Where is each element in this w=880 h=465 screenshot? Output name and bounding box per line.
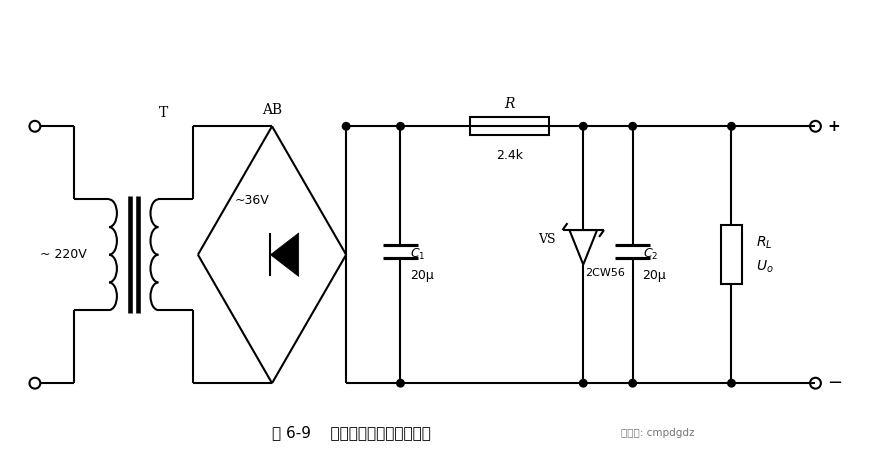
Text: +: + [827, 119, 840, 134]
Text: 图 6-9    并联型直流稳压电源电路: 图 6-9 并联型直流稳压电源电路 [272, 425, 430, 440]
Text: $U_o$: $U_o$ [756, 259, 774, 275]
Circle shape [629, 123, 636, 130]
Text: −: − [827, 374, 842, 392]
Circle shape [580, 123, 587, 130]
Circle shape [728, 379, 735, 387]
Text: $C_2$: $C_2$ [642, 247, 658, 262]
Bar [721, 225, 743, 285]
Circle shape [580, 379, 587, 387]
Polygon shape [270, 233, 298, 277]
Circle shape [397, 379, 404, 387]
Text: $C_1$: $C_1$ [410, 247, 426, 262]
Text: T: T [158, 106, 168, 120]
Circle shape [728, 123, 735, 130]
Text: $R_L$: $R_L$ [756, 235, 773, 251]
Circle shape [342, 123, 350, 130]
Text: 2CW56: 2CW56 [585, 267, 625, 278]
Text: ~36V: ~36V [235, 194, 269, 207]
Bar [470, 117, 549, 135]
Text: R: R [504, 97, 515, 111]
Text: ~ 220V: ~ 220V [40, 248, 86, 261]
Text: AB: AB [262, 104, 282, 118]
Circle shape [629, 379, 636, 387]
Text: VS: VS [538, 233, 555, 246]
Text: 20μ: 20μ [410, 269, 434, 282]
Text: 2.4k: 2.4k [495, 149, 523, 162]
Text: 20μ: 20μ [642, 269, 666, 282]
Circle shape [397, 123, 404, 130]
Text: 微信号: cmpdgdz: 微信号: cmpdgdz [620, 428, 694, 438]
